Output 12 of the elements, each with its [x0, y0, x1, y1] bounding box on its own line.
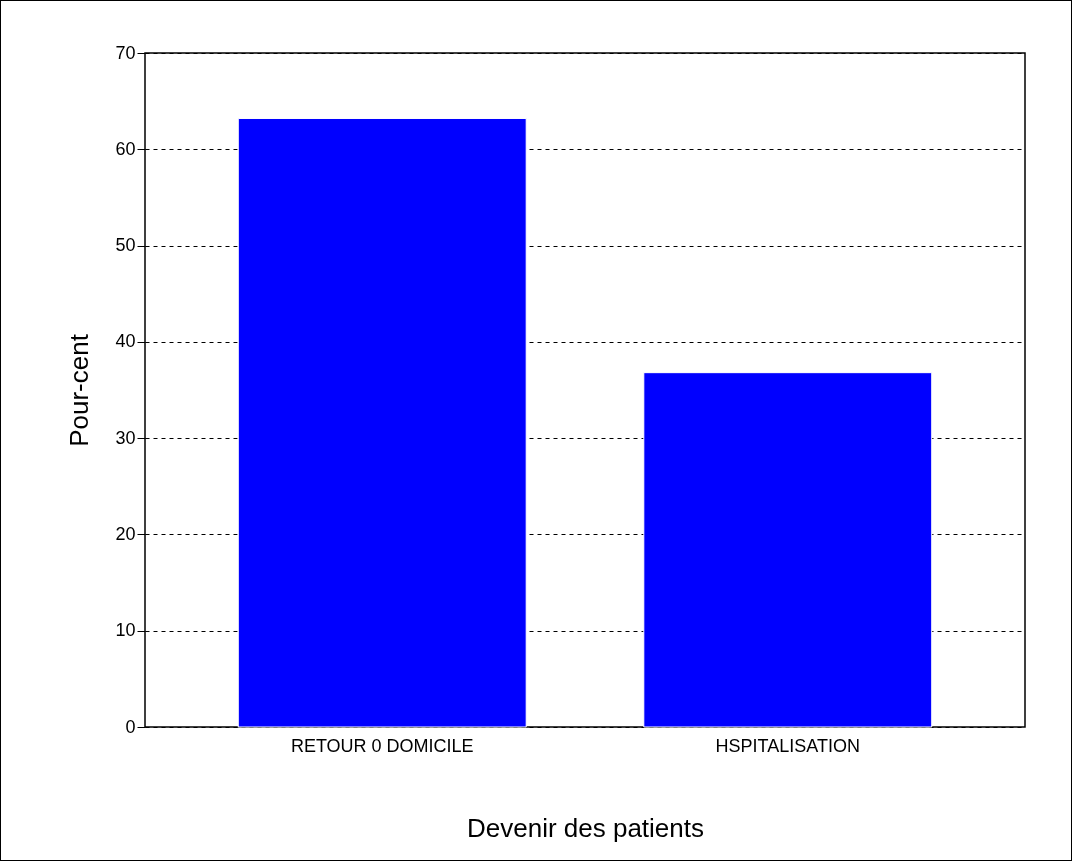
y-tick-label: 30 — [115, 427, 136, 448]
y-tick-label: 40 — [115, 331, 136, 352]
y-tick-label: 0 — [125, 716, 136, 737]
x-axis-title: Devenir des patients — [466, 812, 705, 843]
y-tick-label: 60 — [115, 138, 136, 159]
y-tick-label: 70 — [115, 42, 136, 63]
y-tick-label: 20 — [115, 523, 136, 544]
x-tick-label: HSPITALISATION — [715, 735, 860, 756]
y-tick-label: 50 — [115, 235, 136, 256]
y-tick-label: 10 — [115, 620, 136, 641]
y-axis-title: Pour-cent — [64, 333, 95, 447]
x-tick-label: RETOUR 0 DOMICILE — [290, 735, 474, 756]
